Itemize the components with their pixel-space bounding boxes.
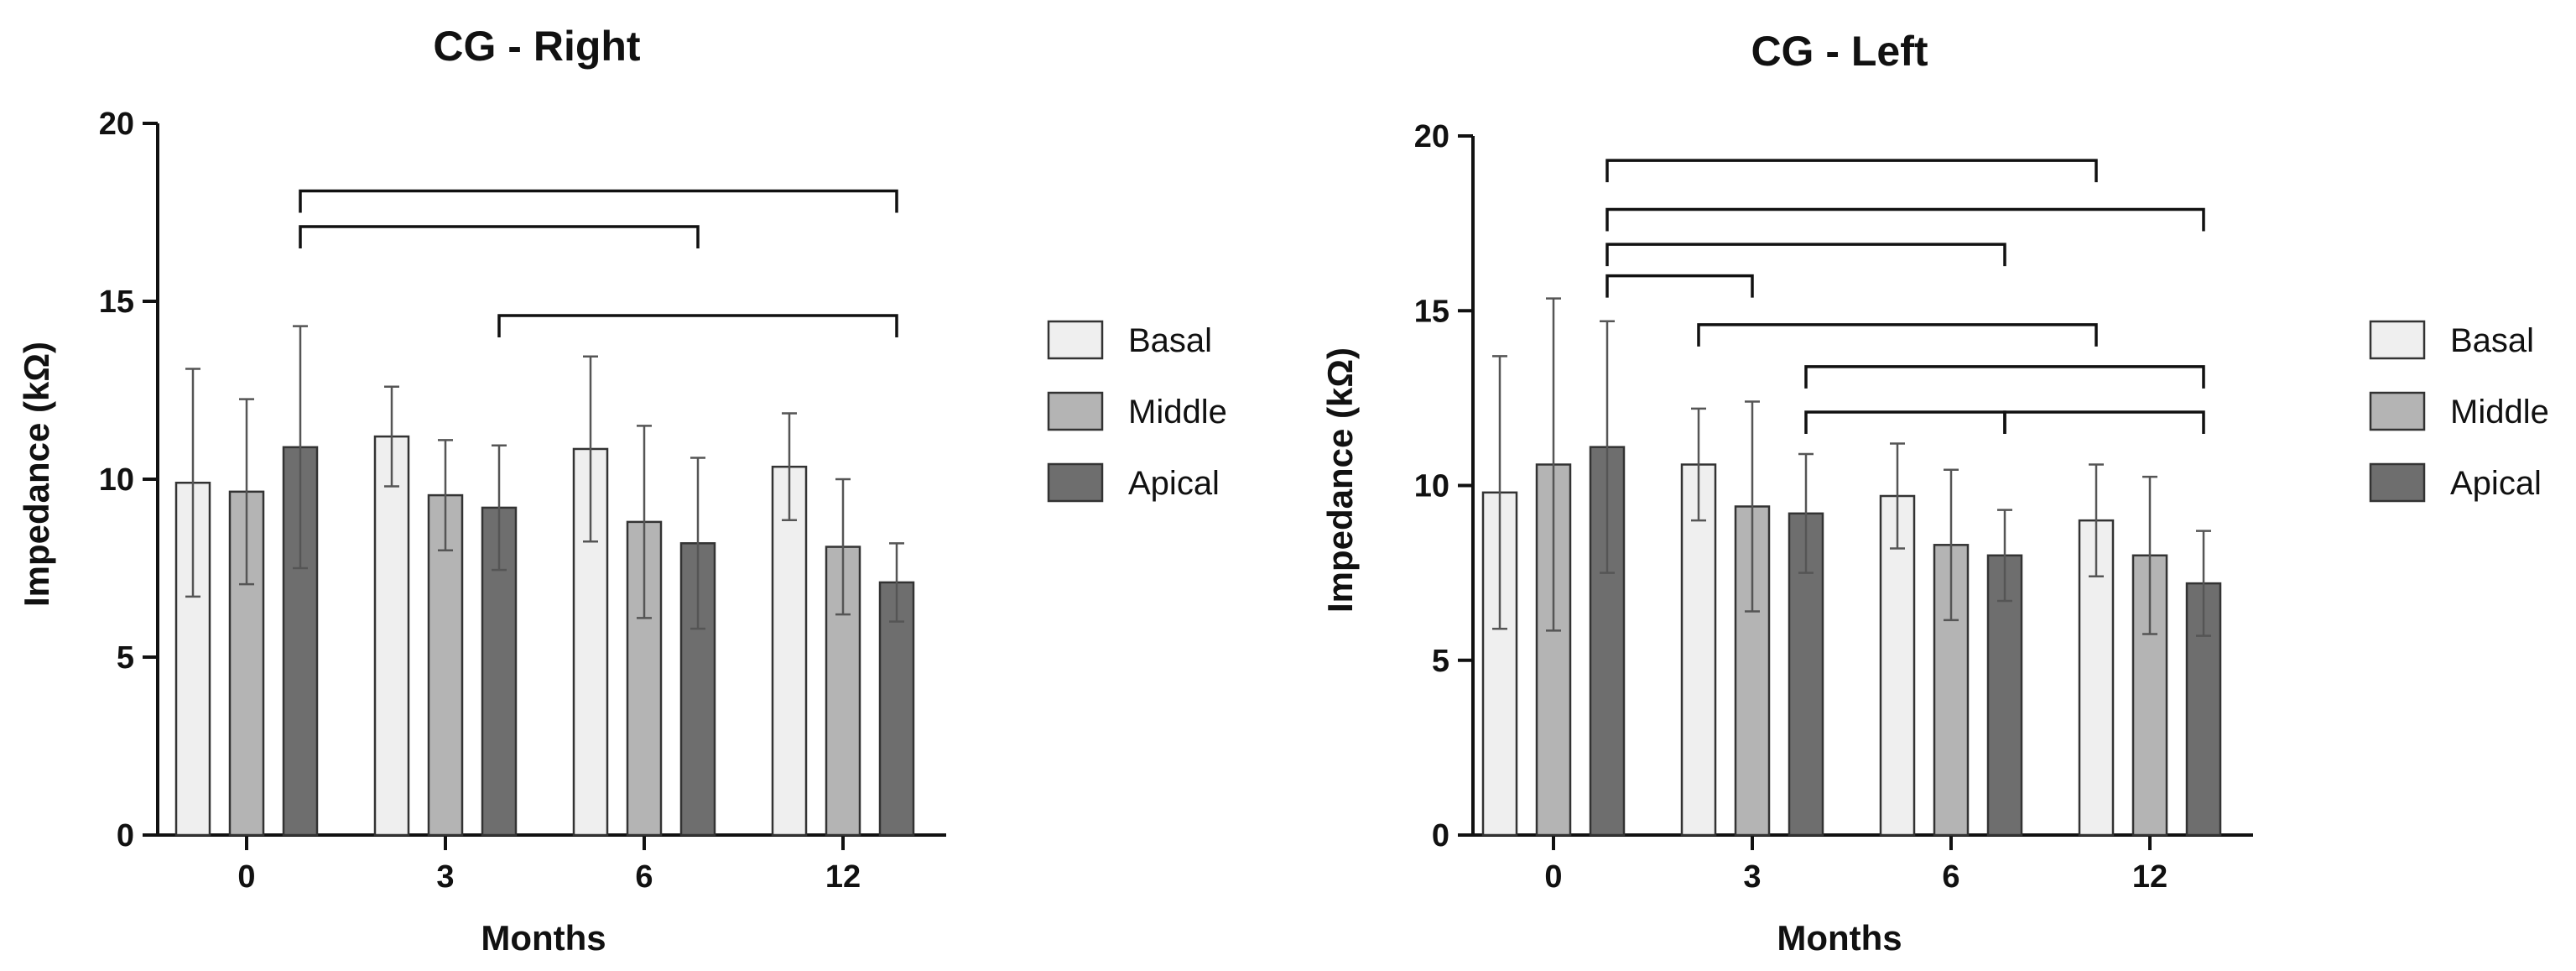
bar-apical xyxy=(1589,446,1626,837)
significance-bracket xyxy=(497,314,898,337)
legend-swatch-middle xyxy=(1047,391,1104,431)
y-axis-label: Impedance (kΩ) xyxy=(1320,347,1360,613)
significance-bracket xyxy=(1804,365,2205,389)
significance-bracket xyxy=(1605,274,1754,298)
y-tick-label: 0 xyxy=(117,818,134,854)
significance-bracket xyxy=(1804,410,2006,435)
chart-title: CG - Right xyxy=(433,23,641,70)
y-tick-label: 20 xyxy=(1414,119,1449,154)
significance-bracket xyxy=(299,189,898,213)
legend-label-basal: Basal xyxy=(1128,322,1212,359)
x-axis-label: Months xyxy=(481,918,606,958)
x-tick-label: 6 xyxy=(635,859,653,895)
bar-middle xyxy=(1933,544,1970,837)
y-tick-label: 0 xyxy=(1432,818,1449,854)
bar-basal xyxy=(1680,463,1717,837)
chart-cg-left: CG - Left Impedance (kΩ) Months 0 5 10 15 20… xyxy=(1320,28,2549,958)
bar-basal xyxy=(572,447,609,837)
x-tick-label: 0 xyxy=(237,859,255,895)
y-tick-label: 10 xyxy=(99,462,134,498)
x-tick-label: 3 xyxy=(1743,859,1761,895)
y-tick-label: 10 xyxy=(1414,469,1449,504)
legend-label-middle: Middle xyxy=(1128,394,1227,431)
significance-bracket xyxy=(2003,410,2205,435)
chart-cg-right: CG - Right Impedance (kΩ) Months 0 5 10 15 2… xyxy=(17,23,1227,958)
legend-swatch-basal xyxy=(2369,320,2426,360)
legend-swatch-basal xyxy=(1047,320,1104,360)
x-tick-label: 0 xyxy=(1544,859,1562,895)
bar-basal xyxy=(771,465,808,837)
bar-apical xyxy=(1986,554,2023,837)
x-axis-label: Months xyxy=(1777,918,1902,958)
legend-swatch-apical xyxy=(2369,462,2426,503)
y-axis-label: Impedance (kΩ) xyxy=(17,342,56,607)
legend-label-apical: Apical xyxy=(1128,465,1220,502)
bar-middle xyxy=(427,493,464,837)
x-tick-label: 12 xyxy=(825,859,861,895)
y-tick-label: 20 xyxy=(99,107,134,142)
significance-bracket xyxy=(1605,243,2006,267)
bar-basal xyxy=(373,435,410,837)
y-tick-label: 15 xyxy=(99,285,134,320)
significance-bracket xyxy=(1605,159,2098,183)
bar-basal xyxy=(1879,494,1916,837)
legend-label-middle: Middle xyxy=(2450,394,2549,431)
x-tick-label: 6 xyxy=(1942,859,1959,895)
legend-swatch-middle xyxy=(2369,391,2426,431)
y-tick-label: 15 xyxy=(1414,294,1449,329)
significance-bracket xyxy=(299,225,700,248)
legend-label-basal: Basal xyxy=(2450,322,2534,359)
significance-bracket xyxy=(1697,323,2098,347)
x-tick-label: 12 xyxy=(2132,859,2167,895)
significance-bracket xyxy=(1605,207,2205,232)
legend-label-apical: Apical xyxy=(2450,465,2542,502)
y-tick-label: 5 xyxy=(1432,644,1449,679)
bar-apical xyxy=(878,581,915,837)
x-tick-label: 3 xyxy=(436,859,454,895)
y-tick-label: 5 xyxy=(117,640,134,676)
chart-title: CG - Left xyxy=(1751,28,1928,75)
legend-swatch-apical xyxy=(1047,462,1104,503)
